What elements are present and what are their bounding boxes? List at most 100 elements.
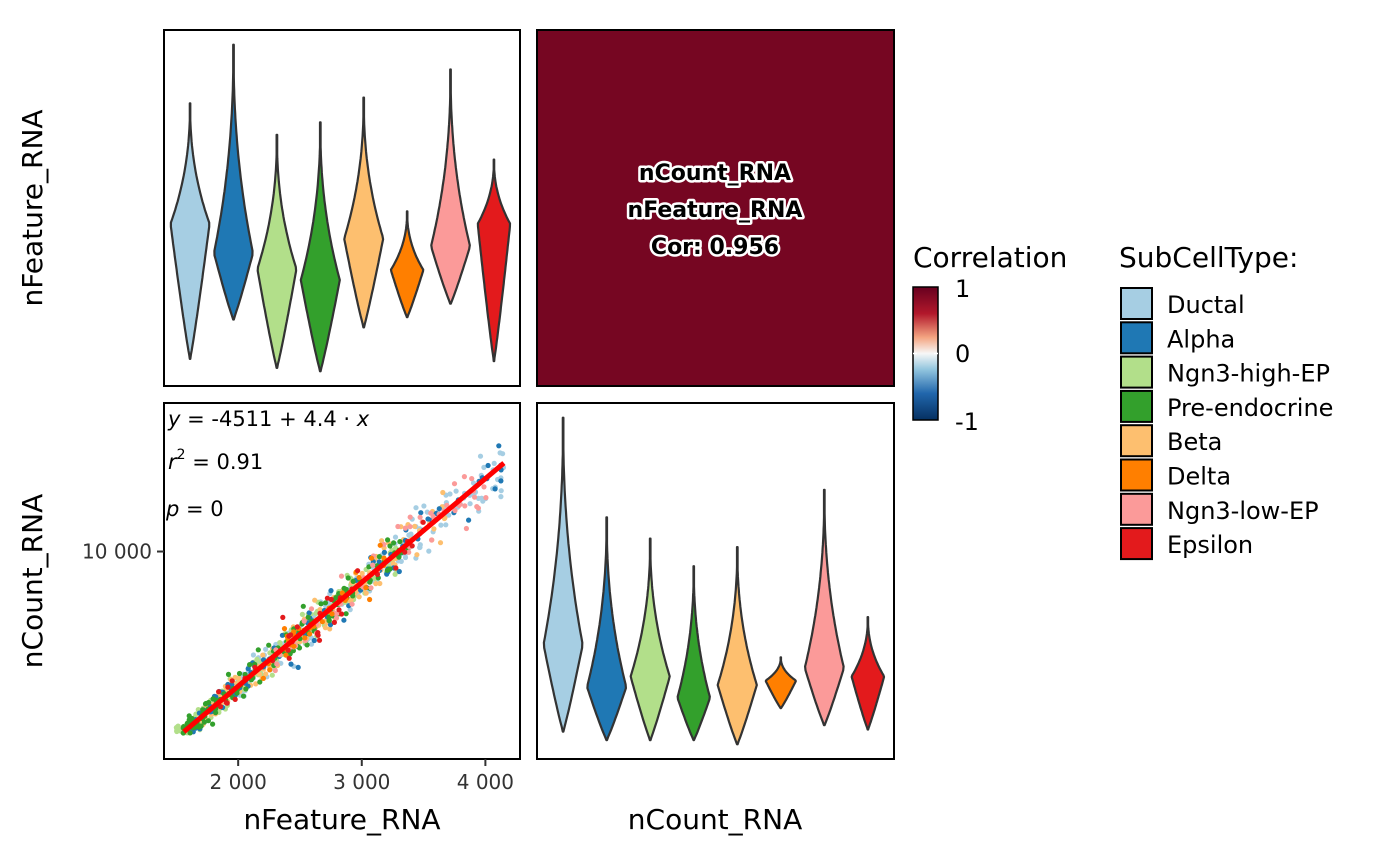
scatter-point-epsilon: [355, 568, 361, 574]
group-legend: SubCellType: Ductal Alpha Ngn3-high-EP Pre-…: [1119, 241, 1333, 561]
violin-beta: [343, 96, 385, 329]
scatter-point-epsilon: [420, 519, 426, 525]
scatter-point-epsilon: [315, 632, 321, 638]
scatter-point-ngn3-low-ep: [483, 495, 489, 501]
scatter-point-beta: [377, 580, 383, 587]
panel-scatter: 2 000 3 000 4 000 10 000 y = -4511 + 4.4 · …: [82, 402, 521, 794]
scatter-point-beta: [327, 626, 333, 632]
scatter-point-beta: [236, 675, 242, 681]
scatter-point-beta: [379, 538, 385, 544]
scatter-point-alpha: [279, 632, 285, 638]
scatter-point-ductal: [426, 548, 432, 554]
colorbar-tick-min: -1: [955, 408, 979, 436]
legend-swatch-ngn3-low-ep: [1120, 492, 1153, 526]
violin-pre-endocrine: [676, 565, 711, 742]
violin-delta: [389, 210, 425, 319]
scatter-point-pre-endocrine: [322, 600, 329, 606]
scatter-point-ngn3-low-ep: [428, 510, 434, 516]
scatter-point-ngn3-low-ep: [461, 474, 467, 480]
scatter-point-pre-endocrine: [210, 696, 216, 702]
scatter-point-epsilon: [409, 543, 415, 549]
scatter-point-delta: [281, 626, 288, 632]
violin-ductal: [169, 102, 211, 360]
panel-correlation: nCount_RNA nFeature_RNA Cor: 0.956: [536, 29, 895, 387]
scatter-point-beta: [253, 681, 259, 687]
scatter-point-beta: [437, 540, 444, 546]
violins-nfeature: [169, 43, 512, 373]
scatter-point-pre-endocrine: [387, 543, 393, 549]
scatter-point-pre-endocrine: [386, 566, 393, 572]
scatter-point-ductal: [500, 451, 506, 457]
scatter-point-alpha: [425, 516, 431, 522]
legend-swatch-alpha: [1120, 321, 1153, 355]
scatter-point-epsilon: [286, 633, 292, 639]
scatter-point-alpha: [498, 478, 504, 484]
scatter-point-beta: [356, 594, 362, 600]
scatter-point-ngn3-low-ep: [272, 667, 278, 674]
scatter-point-pre-endocrine: [201, 719, 207, 725]
panel-violin-ncount: [536, 402, 895, 760]
scatter-point-alpha: [245, 666, 251, 672]
legend-swatch-epsilon: [1120, 527, 1153, 561]
legend-label-epsilon: Epsilon: [1167, 531, 1253, 559]
legend-label-beta: Beta: [1167, 428, 1222, 456]
scatter-point-ngn3-low-ep: [333, 615, 340, 621]
scatter-point-ductal: [477, 453, 484, 459]
r2-rhs: = 0.91: [186, 450, 264, 474]
scatter-point-ngn3-low-ep: [407, 514, 413, 520]
violin-alpha: [213, 43, 254, 321]
r2-r: r: [168, 450, 178, 474]
scatter-point-epsilon: [336, 607, 342, 613]
scatter-point-pre-endocrine: [242, 671, 248, 678]
scatter-point-pre-endocrine: [257, 679, 263, 685]
scatter-point-pre-endocrine: [213, 710, 219, 716]
panel-border: [163, 402, 521, 760]
scatter-point-ductal: [347, 607, 353, 613]
scatter-point-beta: [431, 526, 437, 532]
scatter-point-pre-endocrine: [397, 539, 403, 545]
violins-ncount: [542, 416, 886, 746]
violin-epsilon: [476, 158, 512, 363]
scatter-point-epsilon: [280, 614, 286, 621]
scatter-point-beta: [412, 523, 418, 530]
scatter-point-ngn3-low-ep: [429, 537, 435, 543]
scatter-point-alpha: [295, 664, 301, 671]
legend-label-ngn3-high-ep: Ngn3-high-EP: [1167, 360, 1330, 388]
violin-delta: [764, 656, 797, 710]
correlation-label-var1: nCount_RNA: [639, 161, 791, 186]
scatter-point-delta: [368, 555, 375, 561]
scatter-point-epsilon: [224, 700, 230, 706]
scatter-point-pre-endocrine: [210, 721, 216, 727]
scatter-point-delta: [329, 611, 335, 617]
y-tick-label: 10 000: [82, 540, 152, 564]
scatter-point-beta: [373, 581, 379, 587]
legend-swatch-delta: [1120, 458, 1153, 492]
scatter-point-alpha: [306, 610, 312, 616]
scatter-point-beta: [414, 552, 420, 558]
scatter-point-pre-endocrine: [391, 540, 397, 546]
scatter-point-ductal: [417, 544, 423, 551]
scatter-point-delta: [377, 542, 383, 548]
scatter-point-ductal: [498, 494, 504, 500]
scatter-point-epsilon: [393, 565, 399, 571]
scatter-point-pre-endocrine: [240, 693, 247, 699]
scatter-point-pre-endocrine: [305, 614, 311, 620]
scatter-point-pre-endocrine: [296, 645, 303, 651]
scatter-point-alpha: [376, 559, 382, 565]
legend-label-ngn3-low-ep: Ngn3-low-EP: [1167, 497, 1319, 525]
scatter-point-epsilon: [232, 696, 238, 703]
scatter-point-ngn3-low-ep: [417, 514, 423, 520]
violin-ductal: [542, 416, 584, 733]
scatter-point-alpha: [327, 622, 334, 628]
violin-ngn3-low-ep: [430, 68, 471, 305]
scatter-point-ngn3-low-ep: [349, 601, 355, 607]
legend-label-alpha: Alpha: [1167, 325, 1235, 353]
scatter-point-pre-endocrine: [396, 554, 402, 560]
colorbar-tick-max: 1: [955, 275, 970, 303]
violin-epsilon: [850, 616, 886, 731]
scatter-point-ngn3-low-ep: [444, 502, 450, 508]
violin-beta: [716, 546, 758, 746]
violin-ngn3-high-ep: [629, 537, 671, 742]
scatter-point-alpha: [341, 617, 347, 623]
scatter-point-alpha: [418, 510, 424, 516]
